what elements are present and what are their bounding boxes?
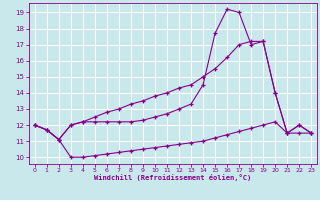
X-axis label: Windchill (Refroidissement éolien,°C): Windchill (Refroidissement éolien,°C) xyxy=(94,174,252,181)
